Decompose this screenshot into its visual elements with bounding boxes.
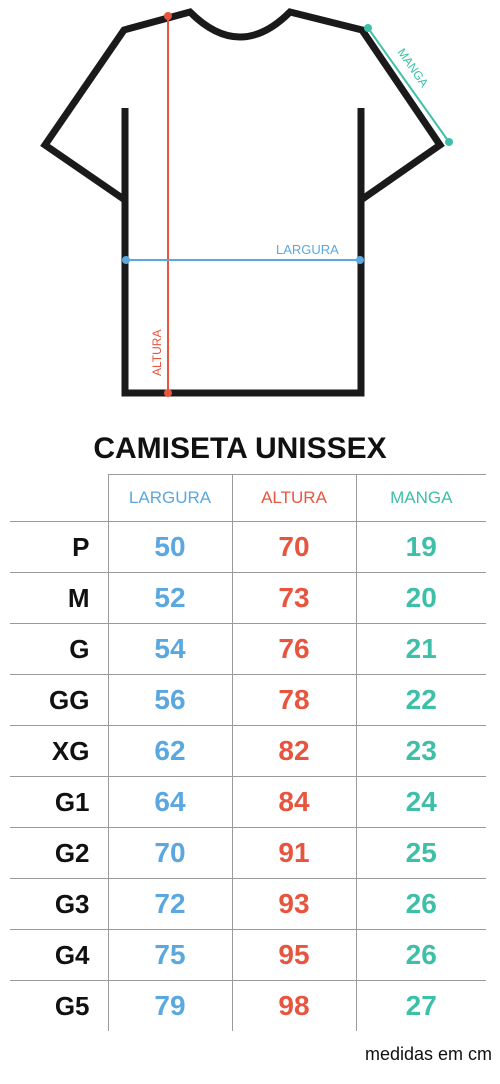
size-label: G — [10, 623, 109, 675]
table-row: GG 56 78 22 — [10, 674, 486, 726]
table-row: XG 62 82 23 — [10, 725, 486, 777]
sleeve-measure-line — [367, 27, 450, 143]
largura-value: 50 — [107, 521, 233, 573]
manga-value: 22 — [355, 674, 486, 726]
table-row: G4 75 95 26 — [10, 929, 486, 981]
altura-value: 82 — [231, 725, 357, 777]
sleeve-measure-bottom-dot — [445, 138, 453, 146]
height-label: ALTURA — [150, 330, 164, 376]
manga-value: 27 — [355, 980, 486, 1031]
chart-title: CAMISETA UNISSEX — [93, 432, 387, 465]
altura-value: 93 — [231, 878, 357, 930]
size-label: G3 — [10, 878, 109, 930]
size-label: G4 — [10, 929, 109, 981]
height-measure-bottom-dot — [164, 389, 172, 397]
altura-value: 91 — [231, 827, 357, 879]
manga-value: 26 — [355, 929, 486, 981]
size-table: LARGURA ALTURA MANGA P 50 70 19 M 52 73 … — [10, 474, 486, 1031]
header-altura: ALTURA — [231, 474, 357, 522]
manga-value: 19 — [355, 521, 486, 573]
tshirt-outline — [40, 8, 445, 397]
header-largura: LARGURA — [107, 474, 233, 522]
manga-value: 23 — [355, 725, 486, 777]
largura-value: 75 — [107, 929, 233, 981]
largura-value: 70 — [107, 827, 233, 879]
size-label: G1 — [10, 776, 109, 828]
table-row: G1 64 84 24 — [10, 776, 486, 828]
altura-value: 78 — [231, 674, 357, 726]
altura-value: 70 — [231, 521, 357, 573]
header-empty-cell — [10, 474, 109, 522]
tshirt-diagram: ALTURA LARGURA MANGA — [40, 8, 453, 397]
largura-value: 64 — [107, 776, 233, 828]
largura-value: 56 — [107, 674, 233, 726]
table-header-row: LARGURA ALTURA MANGA — [10, 474, 486, 522]
size-label: G5 — [10, 980, 109, 1031]
size-label: P — [10, 521, 109, 573]
manga-value: 24 — [355, 776, 486, 828]
width-label: LARGURA — [276, 242, 339, 257]
size-label: M — [10, 572, 109, 624]
size-label: G2 — [10, 827, 109, 879]
table-row: P 50 70 19 — [10, 521, 486, 573]
altura-value: 73 — [231, 572, 357, 624]
width-measure-right-dot — [356, 256, 364, 264]
table-row: G 54 76 21 — [10, 623, 486, 675]
manga-value: 20 — [355, 572, 486, 624]
height-measure-top-dot — [164, 12, 172, 20]
size-label: GG — [10, 674, 109, 726]
altura-value: 95 — [231, 929, 357, 981]
table-row: G2 70 91 25 — [10, 827, 486, 879]
sleeve-measure-top-dot — [364, 24, 372, 32]
largura-value: 52 — [107, 572, 233, 624]
units-note: medidas em cm — [364, 1044, 492, 1064]
largura-value: 62 — [107, 725, 233, 777]
manga-value: 25 — [355, 827, 486, 879]
header-manga: MANGA — [355, 474, 486, 522]
manga-value: 21 — [355, 623, 486, 675]
table-row: M 52 73 20 — [10, 572, 486, 624]
table-row: G5 79 98 27 — [10, 980, 486, 1031]
largura-value: 79 — [107, 980, 233, 1031]
altura-value: 76 — [231, 623, 357, 675]
largura-value: 54 — [107, 623, 233, 675]
largura-value: 72 — [107, 878, 233, 930]
width-measure-left-dot — [122, 256, 130, 264]
altura-value: 84 — [231, 776, 357, 828]
altura-value: 98 — [231, 980, 357, 1031]
size-label: XG — [10, 725, 109, 777]
table-row: G3 72 93 26 — [10, 878, 486, 930]
manga-value: 26 — [355, 878, 486, 930]
